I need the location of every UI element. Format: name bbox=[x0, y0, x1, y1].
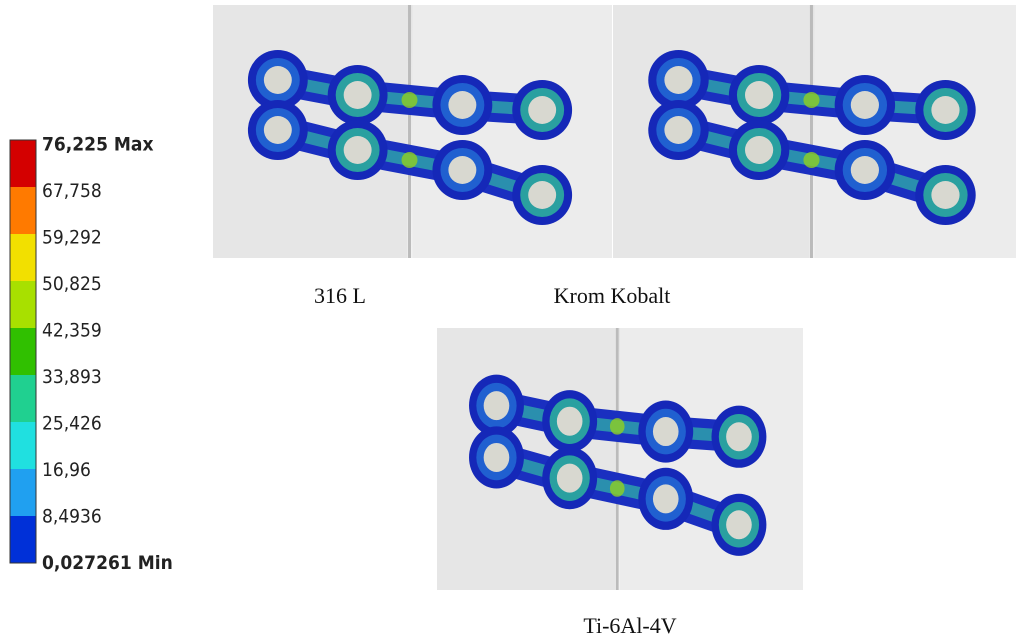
screw-head bbox=[484, 443, 510, 472]
legend-labels: 76,225 Max 67,758 59,292 50,825 42,359 33,893… bbox=[42, 134, 173, 575]
stress-hotspot bbox=[402, 152, 418, 168]
screw-head bbox=[726, 510, 752, 539]
screw-head bbox=[745, 136, 773, 164]
result-image bbox=[437, 328, 803, 590]
screw-head bbox=[653, 417, 679, 446]
stress-hotspot bbox=[610, 418, 625, 435]
screw-head bbox=[557, 407, 583, 436]
bone-right bbox=[620, 328, 803, 590]
legend-label: 0,027261 Min bbox=[42, 552, 173, 574]
screw-head bbox=[448, 91, 476, 119]
screw-head bbox=[931, 96, 959, 124]
screw-head bbox=[264, 66, 292, 94]
legend-label: 8,4936 bbox=[42, 506, 102, 528]
caption: 316 L bbox=[314, 283, 366, 308]
screw-head bbox=[851, 91, 879, 119]
screw-head bbox=[344, 81, 372, 109]
stress-hotspot bbox=[803, 152, 819, 168]
caption: Ti-6Al-4V bbox=[583, 613, 676, 638]
legend-label: 25,426 bbox=[42, 413, 102, 435]
stress-hotspot bbox=[402, 92, 418, 108]
legend-label: 33,893 bbox=[42, 366, 102, 388]
screw-head bbox=[528, 96, 556, 124]
bone-right bbox=[815, 5, 1016, 258]
legend-label: 67,758 bbox=[42, 180, 102, 202]
screw-head bbox=[664, 116, 692, 144]
screw-head bbox=[264, 116, 292, 144]
stress-hotspot bbox=[610, 480, 625, 497]
screw-head bbox=[745, 81, 773, 109]
legend-label: 42,359 bbox=[42, 320, 102, 342]
screw-head bbox=[344, 136, 372, 164]
screw-head bbox=[931, 181, 959, 209]
caption: Krom Kobalt bbox=[554, 283, 671, 308]
screw-head bbox=[484, 391, 510, 420]
color-bar bbox=[10, 140, 36, 563]
stress-hotspot bbox=[803, 92, 819, 108]
result-image bbox=[613, 5, 1016, 258]
screw-head bbox=[653, 484, 679, 513]
screw-head bbox=[528, 181, 556, 209]
result-image bbox=[213, 5, 612, 258]
screw-head bbox=[851, 156, 879, 184]
bone-right bbox=[413, 5, 613, 258]
screw-head bbox=[664, 66, 692, 94]
legend-label: 16,96 bbox=[42, 459, 91, 481]
legend-label: 76,225 Max bbox=[42, 134, 153, 156]
legend-label: 59,292 bbox=[42, 227, 102, 249]
figure: 76,225 Max 67,758 59,292 50,825 42,359 33,893… bbox=[0, 0, 1016, 644]
screw-head bbox=[448, 156, 476, 184]
figure-canvas: 76,225 Max 67,758 59,292 50,825 42,359 33,893… bbox=[0, 0, 1016, 644]
screw-head bbox=[726, 422, 752, 451]
screw-head bbox=[557, 464, 583, 493]
legend-label: 50,825 bbox=[42, 273, 102, 295]
